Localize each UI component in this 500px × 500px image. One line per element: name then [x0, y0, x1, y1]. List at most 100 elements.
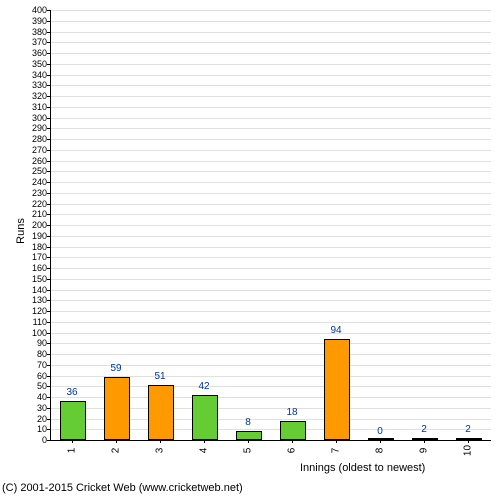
- x-tick-label: 2: [111, 441, 122, 461]
- y-tick-label: 30: [17, 403, 47, 413]
- y-tick-mark: [47, 386, 50, 387]
- y-tick-label: 130: [17, 295, 47, 305]
- y-tick-label: 70: [17, 360, 47, 370]
- grid-line: [51, 225, 491, 226]
- grid-line: [51, 42, 491, 43]
- y-tick-label: 140: [17, 285, 47, 295]
- grid-line: [51, 128, 491, 129]
- y-tick-label: 400: [17, 5, 47, 15]
- bar-value-label: 2: [421, 424, 427, 435]
- y-tick-mark: [47, 118, 50, 119]
- y-tick-label: 290: [17, 123, 47, 133]
- y-tick-mark: [47, 311, 50, 312]
- y-tick-mark: [47, 257, 50, 258]
- bar: [324, 339, 350, 440]
- x-tick-label: 10: [463, 441, 474, 461]
- y-tick-label: 10: [17, 424, 47, 434]
- bar: [104, 377, 130, 440]
- y-tick-mark: [47, 85, 50, 86]
- y-tick-mark: [47, 182, 50, 183]
- bar-value-label: 36: [66, 387, 77, 398]
- y-tick-mark: [47, 128, 50, 129]
- y-tick-label: 390: [17, 16, 47, 26]
- bar-value-label: 18: [286, 407, 297, 418]
- y-tick-label: 230: [17, 188, 47, 198]
- y-tick-mark: [47, 96, 50, 97]
- y-tick-label: 200: [17, 220, 47, 230]
- grid-line: [51, 139, 491, 140]
- y-tick-mark: [47, 225, 50, 226]
- y-tick-mark: [47, 354, 50, 355]
- x-tick-label: 5: [243, 441, 254, 461]
- y-tick-mark: [47, 376, 50, 377]
- grid-line: [51, 32, 491, 33]
- x-tick-label: 9: [419, 441, 430, 461]
- y-tick-label: 320: [17, 91, 47, 101]
- grid-line: [51, 257, 491, 258]
- grid-line: [51, 343, 491, 344]
- grid-line: [51, 182, 491, 183]
- grid-line: [51, 21, 491, 22]
- grid-line: [51, 161, 491, 162]
- grid-line: [51, 53, 491, 54]
- y-tick-mark: [47, 290, 50, 291]
- x-tick-label: 6: [287, 441, 298, 461]
- y-tick-mark: [47, 10, 50, 11]
- y-tick-mark: [47, 150, 50, 151]
- y-tick-label: 220: [17, 199, 47, 209]
- y-tick-label: 380: [17, 27, 47, 37]
- grid-line: [51, 268, 491, 269]
- grid-line: [51, 333, 491, 334]
- grid-line: [51, 290, 491, 291]
- y-tick-label: 330: [17, 80, 47, 90]
- grid-line: [51, 64, 491, 65]
- grid-line: [51, 300, 491, 301]
- x-tick-label: 4: [199, 441, 210, 461]
- x-axis-title: Innings (oldest to newest): [300, 462, 425, 474]
- bar-value-label: 42: [198, 381, 209, 392]
- grid-line: [51, 311, 491, 312]
- y-tick-label: 100: [17, 328, 47, 338]
- grid-line: [51, 193, 491, 194]
- y-tick-label: 120: [17, 306, 47, 316]
- bar-value-label: 8: [245, 417, 251, 428]
- y-tick-mark: [47, 279, 50, 280]
- copyright-text: (C) 2001-2015 Cricket Web (www.cricketwe…: [2, 482, 243, 494]
- y-tick-label: 210: [17, 209, 47, 219]
- y-tick-label: 20: [17, 414, 47, 424]
- bar-value-label: 2: [465, 424, 471, 435]
- y-tick-label: 110: [17, 317, 47, 327]
- grid-line: [51, 322, 491, 323]
- y-tick-label: 60: [17, 371, 47, 381]
- grid-line: [51, 150, 491, 151]
- y-tick-mark: [47, 42, 50, 43]
- grid-line: [51, 214, 491, 215]
- grid-line: [51, 85, 491, 86]
- y-tick-mark: [47, 139, 50, 140]
- y-tick-mark: [47, 397, 50, 398]
- grid-line: [51, 96, 491, 97]
- y-tick-label: 340: [17, 70, 47, 80]
- y-tick-mark: [47, 53, 50, 54]
- y-tick-mark: [47, 107, 50, 108]
- grid-line: [51, 204, 491, 205]
- y-tick-label: 350: [17, 59, 47, 69]
- y-tick-label: 170: [17, 252, 47, 262]
- bar-value-label: 0: [377, 426, 383, 437]
- y-tick-label: 80: [17, 349, 47, 359]
- y-tick-mark: [47, 21, 50, 22]
- y-tick-label: 50: [17, 381, 47, 391]
- grid-line: [51, 75, 491, 76]
- y-tick-mark: [47, 322, 50, 323]
- y-tick-mark: [47, 236, 50, 237]
- y-tick-mark: [47, 75, 50, 76]
- y-tick-mark: [47, 193, 50, 194]
- y-tick-label: 300: [17, 113, 47, 123]
- grid-line: [51, 247, 491, 248]
- bar: [148, 385, 174, 440]
- grid-line: [51, 236, 491, 237]
- y-tick-label: 360: [17, 48, 47, 58]
- bar-value-label: 51: [154, 371, 165, 382]
- grid-line: [51, 354, 491, 355]
- y-tick-label: 180: [17, 242, 47, 252]
